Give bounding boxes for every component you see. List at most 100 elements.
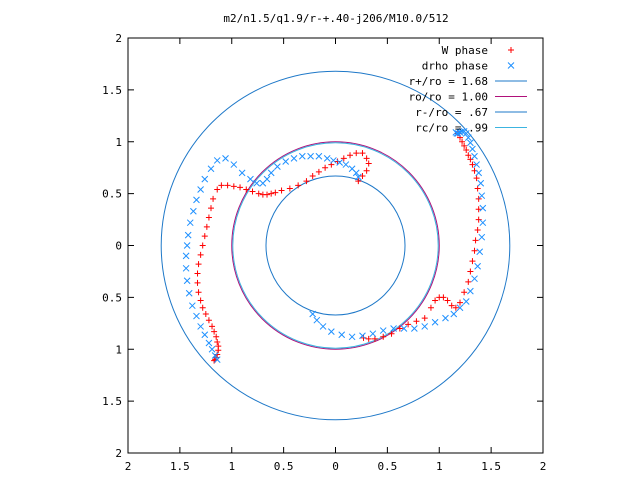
w-phase-point [205,317,212,324]
drho-phase-point [193,196,200,204]
drho-phase-point [315,152,323,160]
drho-phase-point [421,323,429,330]
w-phase-point [363,155,370,162]
drho-phase-point [477,179,485,187]
w-phase-point [396,325,403,332]
w-phase-point [427,304,434,311]
w-phase-point [309,172,316,179]
drho-phase-point [479,219,487,227]
w-phase-point [205,214,212,221]
w-phase-point [340,155,347,162]
y-tick-label: 1 [115,136,122,149]
w-phase-point [199,242,206,249]
drho-phase-point [183,277,191,285]
w-phase-point [473,175,480,182]
w-phase-point [413,318,420,325]
w-phase-point [448,302,455,309]
drho-phase-point [475,169,483,177]
drho-phase-point [456,304,464,312]
w-phase-point [194,279,201,286]
circle-series-4 [232,142,439,349]
legend-label: r+/ro = 1.68 [409,75,488,88]
w-phase-point [211,328,218,335]
w-phase-point [243,186,250,193]
x-tick-label: 1.5 [481,460,501,473]
y-tick-label: 0.5 [102,188,122,201]
x-tick-label: 2 [125,460,132,473]
drho-phase-point [354,173,362,181]
drho-phase-point [298,152,306,160]
w-phase-point [195,261,202,268]
drho-phase-point [431,318,439,326]
x-tick-label: 0.5 [377,460,397,473]
drho-phase-point [479,204,487,212]
w-phase-point [208,205,214,212]
legend-label: W phase [442,44,488,57]
drho-phase-point [454,130,462,137]
drho-phase-point [458,128,466,135]
drho-phase-point [390,325,397,332]
drho-phase-point [247,175,254,183]
drho-phase-point [464,134,472,141]
drho-phase-point [410,325,418,332]
drho-phase-point [184,231,192,239]
drho-phase-point [208,345,216,353]
w-phase-point [363,167,370,174]
drho-phase-point [379,327,387,334]
w-phase-point [215,347,222,354]
legend-label: drho phase [422,60,488,73]
x-tick-label: 0.5 [274,460,294,473]
w-phase-point [474,185,481,192]
drho-phase-point [183,242,191,249]
drho-phase-point [282,158,290,165]
w-phase-point [213,333,220,340]
y-tick-label: 2 [115,32,122,45]
w-phase-point [210,195,217,202]
w-phase-point [463,147,470,154]
w-phase-point [255,190,262,197]
x-tick-label: 1 [228,460,235,473]
w-phase-point [214,338,221,345]
y-tick-label: 0 [115,240,122,253]
w-phase-point [322,164,329,171]
drho-phase-point [342,161,350,168]
drho-phase-point [471,275,478,283]
w-phase-point [197,297,204,304]
w-phase-point [199,304,206,311]
x-tick-label: 0 [332,460,339,473]
w-phase-point [461,142,468,149]
w-phase-point [467,156,474,163]
drho-phase-point [474,262,481,270]
legend-label: r-/ro = .67 [415,106,488,119]
drho-phase-point [193,312,200,320]
w-phase-point [467,268,474,275]
w-phase-point [237,184,244,191]
drho-phase-point [186,219,194,227]
drho-phase-point [330,157,337,164]
w-phase-point [249,188,256,195]
points-layer [182,128,487,364]
y-tick-label: 1.5 [102,84,122,97]
w-phase-point [452,304,459,311]
x-tick-label: 1.5 [170,460,190,473]
drho-phase-point [197,323,204,330]
w-phase-point [295,182,302,189]
y-tick-label: 1.5 [102,395,122,408]
x-tick-label: 2 [540,460,547,473]
drho-phase-point [450,310,458,318]
drho-phase-point [188,302,196,310]
circle-layer [160,70,511,421]
drho-phase-point [452,129,460,136]
w-phase-point [444,297,451,304]
w-phase-point [474,226,481,233]
legend-marker [507,62,515,69]
drho-phase-point [211,352,219,359]
drho-phase-point [222,154,229,162]
legend-label: ro/ro = 1.00 [409,91,488,104]
drho-phase-point [238,169,246,177]
axis-ticks: 2 1.5 1 0.5 0 0.5 1 1.5 221.510.500.511.52 [102,32,546,473]
w-phase-point [230,183,237,190]
drho-phase-point [190,207,197,215]
drho-phase-point [201,175,209,183]
drho-phase-point [348,333,356,341]
